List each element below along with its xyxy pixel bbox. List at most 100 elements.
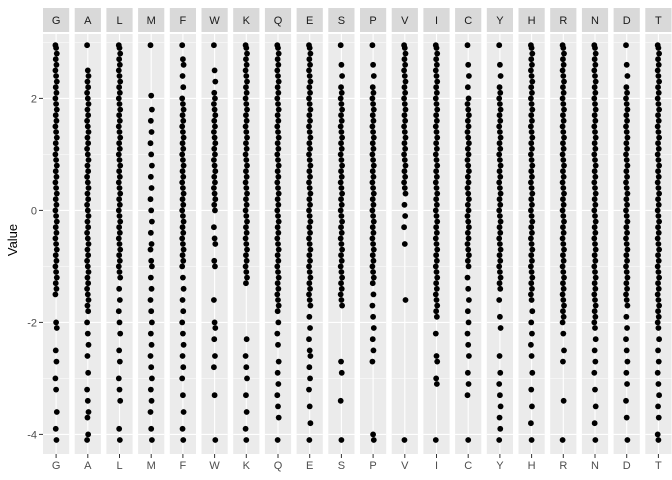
data-point [242,263,249,270]
data-point [528,56,535,63]
data-point [84,414,91,421]
data-point [338,140,344,147]
data-point [560,224,566,231]
data-point [402,117,409,124]
data-point [307,229,313,236]
data-point [496,414,503,421]
data-point [53,201,60,208]
data-point [84,173,90,180]
data-point [274,291,281,298]
data-point [306,207,312,214]
data-point [339,162,345,169]
data-point [85,84,92,91]
data-point [623,213,630,219]
data-point [306,95,312,102]
data-point [529,190,536,197]
data-point [433,224,440,231]
data-point [432,330,439,337]
data-point [116,101,123,107]
facet-strip-label: C [464,15,472,27]
data-point [306,280,313,287]
data-point [307,145,313,152]
data-point [497,369,504,376]
data-point [591,319,598,326]
data-point [561,78,567,85]
x-tick-label: L [116,460,122,472]
data-point [212,241,219,247]
data-point [84,274,91,281]
data-point [591,168,598,175]
data-point [306,263,312,270]
data-point [528,185,535,191]
data-point [243,409,250,415]
data-point [52,235,59,242]
x-tick-label: H [528,460,536,472]
data-point [243,213,250,219]
data-point [465,95,472,102]
data-point [433,297,440,303]
data-point [179,196,186,203]
data-point [116,257,123,264]
data-point [623,235,629,242]
data-point [148,341,155,348]
data-point [624,117,630,124]
data-point [115,263,122,270]
facet-strip [264,8,292,32]
data-point [433,269,440,275]
x-tick-label: S [338,460,345,472]
data-point [434,190,441,197]
data-point [211,257,218,264]
data-point [211,67,218,74]
data-point [496,123,503,130]
data-point [306,313,313,320]
data-point [180,229,187,236]
data-point [623,414,630,421]
data-point [337,95,344,102]
data-point [655,117,662,124]
data-point [52,224,59,231]
y-axis: -4 -2 0 2 [27,93,43,441]
data-point [275,134,282,141]
data-point [656,134,662,141]
data-point [465,179,472,186]
x-tick-label: I [435,460,438,472]
data-point [179,297,186,303]
data-point [306,347,313,354]
data-point [528,95,534,102]
data-point [307,325,313,331]
data-point [179,263,186,270]
data-point [148,285,155,292]
data-point [591,196,598,203]
data-point [464,330,471,337]
data-point [243,89,250,96]
data-point [432,151,439,158]
data-point [275,218,282,225]
data-point [624,246,631,253]
data-point [306,101,313,107]
data-point [655,437,662,443]
data-point [306,196,313,203]
data-point [401,179,407,186]
data-point [275,274,282,281]
data-point [655,241,662,247]
data-point [306,157,313,163]
data-point [53,101,59,107]
data-point [591,95,598,102]
data-point [338,241,345,247]
data-point [624,134,631,141]
data-point [623,347,630,354]
data-point [623,151,629,158]
facet-strip [486,8,513,32]
data-point [274,263,281,270]
data-point [275,50,282,57]
data-point [434,106,441,113]
facet-strip-label: G [52,15,61,27]
data-point [85,297,92,303]
data-point [561,106,567,113]
data-point [116,84,123,91]
data-point [148,425,155,432]
data-point [559,263,566,270]
data-point [180,84,187,91]
data-point [591,291,598,298]
data-point [84,437,90,443]
